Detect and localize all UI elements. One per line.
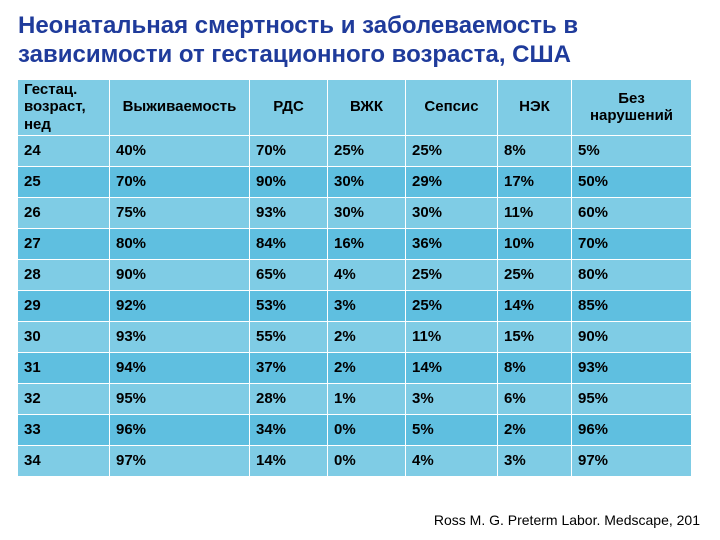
table-cell: 40% xyxy=(110,136,250,167)
table-cell: 28 xyxy=(18,260,110,291)
table-cell: 0% xyxy=(328,446,406,477)
table-row: 3093%55%2%11%15%90% xyxy=(18,322,702,353)
table-row: 3396%34%0%5%2%96% xyxy=(18,415,702,446)
table-cell: 0% xyxy=(328,415,406,446)
table-cell: 25% xyxy=(406,260,498,291)
table-cell: 96% xyxy=(110,415,250,446)
table-cell: 8% xyxy=(498,353,572,384)
data-table: Гестац. возраст, недВыживаемостьРДСВЖКСе… xyxy=(18,80,702,477)
table-cell: 70% xyxy=(250,136,328,167)
table-cell: 90% xyxy=(110,260,250,291)
table-header-cell: РДС xyxy=(250,80,328,136)
slide-title: Неонатальная смертность и заболеваемость… xyxy=(18,12,702,70)
table-cell: 29% xyxy=(406,167,498,198)
table-row: 2890%65%4%25%25%80% xyxy=(18,260,702,291)
table-cell: 14% xyxy=(250,446,328,477)
table-cell: 5% xyxy=(572,136,692,167)
table-cell: 95% xyxy=(572,384,692,415)
table-cell: 4% xyxy=(328,260,406,291)
table-header-cell: Без нарушений xyxy=(572,80,692,136)
table-cell: 2% xyxy=(328,353,406,384)
table-cell: 10% xyxy=(498,229,572,260)
table-cell: 6% xyxy=(498,384,572,415)
table-cell: 90% xyxy=(250,167,328,198)
citation-text: Ross M. G. Preterm Labor. Medscape, 201 xyxy=(434,512,700,528)
table-cell: 75% xyxy=(110,198,250,229)
table-cell: 31 xyxy=(18,353,110,384)
table-cell: 94% xyxy=(110,353,250,384)
table-cell: 14% xyxy=(406,353,498,384)
table-cell: 28% xyxy=(250,384,328,415)
table-cell: 33 xyxy=(18,415,110,446)
table-cell: 34 xyxy=(18,446,110,477)
table-row: 2570%90%30%29%17%50% xyxy=(18,167,702,198)
table-cell: 3% xyxy=(498,446,572,477)
table-cell: 53% xyxy=(250,291,328,322)
table-cell: 30 xyxy=(18,322,110,353)
table-cell: 29 xyxy=(18,291,110,322)
table-cell: 30% xyxy=(328,167,406,198)
table-cell: 16% xyxy=(328,229,406,260)
table-cell: 60% xyxy=(572,198,692,229)
table-cell: 25% xyxy=(406,291,498,322)
table-cell: 25% xyxy=(328,136,406,167)
table-cell: 30% xyxy=(406,198,498,229)
table-cell: 25% xyxy=(498,260,572,291)
table-cell: 37% xyxy=(250,353,328,384)
table-header-cell: Гестац. возраст, нед xyxy=(18,80,110,136)
table-cell: 11% xyxy=(498,198,572,229)
table-cell: 3% xyxy=(328,291,406,322)
table-header-cell: Выживаемость xyxy=(110,80,250,136)
table-cell: 2% xyxy=(498,415,572,446)
table-header-row: Гестац. возраст, недВыживаемостьРДСВЖКСе… xyxy=(18,80,702,136)
table-cell: 30% xyxy=(328,198,406,229)
table-row: 2780%84%16%36%10%70% xyxy=(18,229,702,260)
table-cell: 32 xyxy=(18,384,110,415)
table-cell: 34% xyxy=(250,415,328,446)
table-cell: 80% xyxy=(572,260,692,291)
table-row: 2675%93%30%30%11%60% xyxy=(18,198,702,229)
table-cell: 70% xyxy=(572,229,692,260)
table-cell: 97% xyxy=(572,446,692,477)
table-cell: 25% xyxy=(406,136,498,167)
table-header-cell: ВЖК xyxy=(328,80,406,136)
table-cell: 85% xyxy=(572,291,692,322)
table-cell: 70% xyxy=(110,167,250,198)
table-cell: 14% xyxy=(498,291,572,322)
table-cell: 26 xyxy=(18,198,110,229)
table-cell: 93% xyxy=(250,198,328,229)
table-cell: 25 xyxy=(18,167,110,198)
table-cell: 27 xyxy=(18,229,110,260)
table-cell: 24 xyxy=(18,136,110,167)
table-cell: 11% xyxy=(406,322,498,353)
table-row: 3194%37%2%14%8%93% xyxy=(18,353,702,384)
table-cell: 65% xyxy=(250,260,328,291)
table-cell: 80% xyxy=(110,229,250,260)
table-cell: 15% xyxy=(498,322,572,353)
table-cell: 1% xyxy=(328,384,406,415)
table-cell: 50% xyxy=(572,167,692,198)
table-cell: 93% xyxy=(572,353,692,384)
table-header-cell: Сепсис xyxy=(406,80,498,136)
table-cell: 95% xyxy=(110,384,250,415)
table-cell: 5% xyxy=(406,415,498,446)
table-cell: 8% xyxy=(498,136,572,167)
table-row: 3295%28%1%3%6%95% xyxy=(18,384,702,415)
table-cell: 90% xyxy=(572,322,692,353)
table-cell: 55% xyxy=(250,322,328,353)
table-row: 2992%53%3%25%14%85% xyxy=(18,291,702,322)
table-row: 3497%14%0%4%3%97% xyxy=(18,446,702,477)
table-cell: 2% xyxy=(328,322,406,353)
table-cell: 84% xyxy=(250,229,328,260)
table-cell: 36% xyxy=(406,229,498,260)
table-cell: 96% xyxy=(572,415,692,446)
table-row: 2440%70%25%25%8%5% xyxy=(18,136,702,167)
table-cell: 93% xyxy=(110,322,250,353)
table-header-cell: НЭК xyxy=(498,80,572,136)
table-cell: 92% xyxy=(110,291,250,322)
table-cell: 97% xyxy=(110,446,250,477)
table-cell: 17% xyxy=(498,167,572,198)
table-cell: 3% xyxy=(406,384,498,415)
table-cell: 4% xyxy=(406,446,498,477)
